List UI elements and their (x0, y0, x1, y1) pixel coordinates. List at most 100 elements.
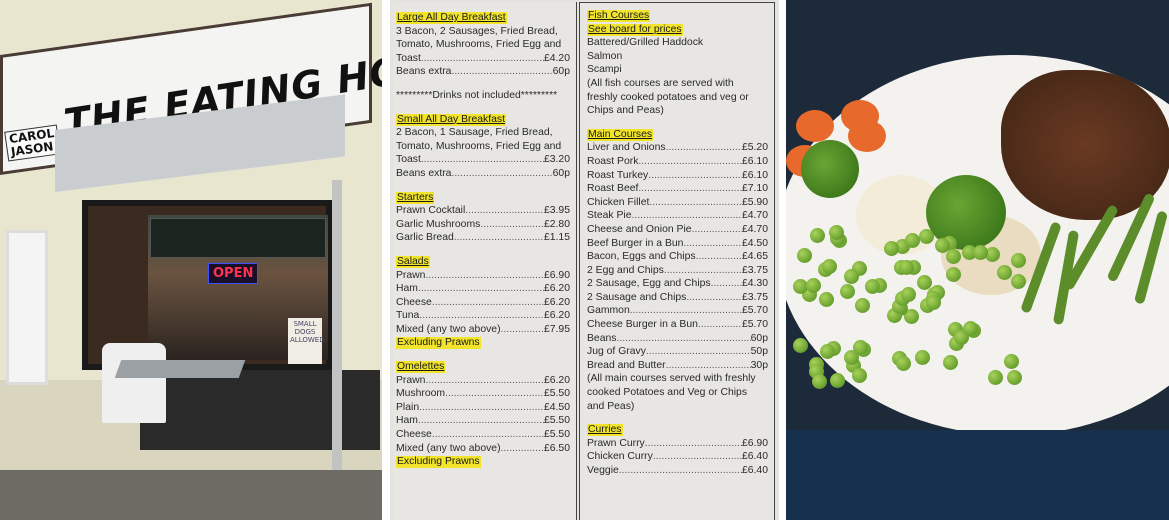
pea (818, 291, 834, 307)
item-name: Roast Turkey (587, 169, 649, 181)
menu-section: Fish Courses See board for prices Battered… (587, 9, 774, 118)
menu-description: and Peas) (587, 400, 635, 412)
menu-item: 2 Sausage and Chips £3.75 (587, 291, 774, 305)
menu-item: Toast £4.20 (396, 52, 576, 66)
item-name: 2 Sausage, Egg and Chips (587, 278, 711, 290)
menu-description: Salmon (587, 50, 623, 62)
dot-leader (666, 359, 751, 373)
menu-description: 2 Bacon, 1 Sausage, Fried Bread, (396, 127, 553, 139)
section-heading: Curries (587, 423, 774, 437)
item-name: Chicken Fillet (587, 196, 650, 208)
item-price: £6.10 (741, 155, 768, 167)
pea (945, 267, 961, 283)
dot-leader (421, 52, 544, 66)
menu-item: Prawn Curry £6.90 (587, 437, 774, 451)
table-surface (786, 430, 1169, 520)
heading-text: Fish Courses (587, 10, 651, 22)
menu-item: Garlic Bread £1.15 (396, 231, 576, 245)
dot-leader (418, 414, 544, 428)
dot-leader (501, 323, 544, 337)
pea (900, 287, 916, 303)
item-name: Cheese (396, 296, 432, 308)
pea (822, 258, 838, 274)
menu-item: Cheese and Onion Pie £4.70 (587, 223, 774, 237)
menu-item: Prawn £6.90 (396, 269, 576, 283)
section-heading: Starters (396, 191, 576, 205)
item-price: £5.70 (741, 305, 768, 317)
dot-leader (711, 277, 742, 291)
item-name: 2 Egg and Chips (587, 264, 664, 276)
section-footer: Excluding Prawns (396, 336, 576, 350)
dot-leader (451, 167, 552, 181)
note-text: *********Drinks not included********* (396, 89, 558, 101)
pea (855, 298, 871, 314)
item-price: £4.65 (741, 251, 768, 263)
pea (914, 349, 930, 365)
item-name: Tuna (396, 310, 420, 322)
item-price: 50p (750, 346, 768, 358)
open-sign: OPEN (208, 263, 259, 284)
heading-text: Small All Day Breakfast (396, 113, 506, 126)
pea (843, 269, 859, 285)
item-name: Gammon (587, 305, 630, 317)
item-name: Prawn Curry (587, 437, 645, 449)
food-photo (786, 0, 1169, 520)
section-heading: Fish Courses (587, 9, 774, 23)
menu-description: 3 Bacon, 2 Sausages, Fried Bread, (396, 25, 558, 37)
dot-leader (432, 296, 544, 310)
dot-leader (616, 332, 750, 346)
item-name: Beans extra (396, 66, 452, 78)
menu-item: Gammon £5.70 (587, 304, 774, 318)
pea (988, 370, 1004, 386)
broccoli (926, 175, 1006, 250)
menu-description: (All fish courses are served with (587, 77, 734, 89)
pea (942, 355, 958, 371)
menu-item: Bread and Butter 30p (587, 359, 774, 373)
pea (830, 372, 846, 388)
dot-leader (421, 153, 544, 167)
menu-item: Toast £3.20 (396, 153, 576, 167)
menu-item: Plain £4.50 (396, 401, 576, 415)
item-price: £5.50 (543, 429, 570, 441)
subheading-text: See board for prices (587, 23, 683, 36)
pea (997, 264, 1013, 280)
menu-item: Roast Pork £6.10 (587, 155, 774, 169)
menu-section: Large All Day Breakfast 3 Bacon, 2 Sausag… (396, 11, 576, 79)
menu-photo: Large All Day Breakfast 3 Bacon, 2 Sausag… (390, 0, 779, 520)
item-name: Garlic Mushrooms (396, 218, 481, 230)
item-name: Roast Beef (587, 183, 639, 195)
item-name: Ham (396, 415, 418, 427)
pea (1004, 354, 1020, 370)
pea (984, 246, 1000, 262)
dot-leader (425, 374, 544, 388)
dot-leader (445, 387, 544, 401)
item-price: £5.50 (543, 415, 570, 427)
menu-item: Cheese £5.50 (396, 428, 576, 442)
dot-leader (646, 345, 751, 359)
dot-leader (638, 155, 742, 169)
item-price: £3.20 (543, 154, 570, 166)
pea (805, 278, 821, 294)
menu-description: freshly cooked potatoes and veg or (587, 91, 749, 103)
pea (865, 278, 881, 294)
menu-item: 2 Sausage, Egg and Chips £4.30 (587, 277, 774, 291)
pea (796, 248, 812, 264)
menu-item: Chicken Fillet £5.90 (587, 196, 774, 210)
menu-description: Scampi (587, 64, 622, 76)
menu-item: Veggie £6.40 (587, 464, 774, 478)
item-price: £5.70 (741, 319, 768, 331)
pea (843, 349, 859, 365)
section-heading: Omelettes (396, 360, 576, 374)
item-price: £6.90 (741, 437, 768, 449)
menu-item: Steak Pie £4.70 (587, 209, 774, 223)
pea (840, 284, 856, 300)
section-heading: Small All Day Breakfast (396, 113, 576, 127)
dot-leader (451, 65, 552, 79)
pea (852, 368, 868, 384)
pea (1010, 273, 1026, 289)
pea (945, 248, 961, 264)
